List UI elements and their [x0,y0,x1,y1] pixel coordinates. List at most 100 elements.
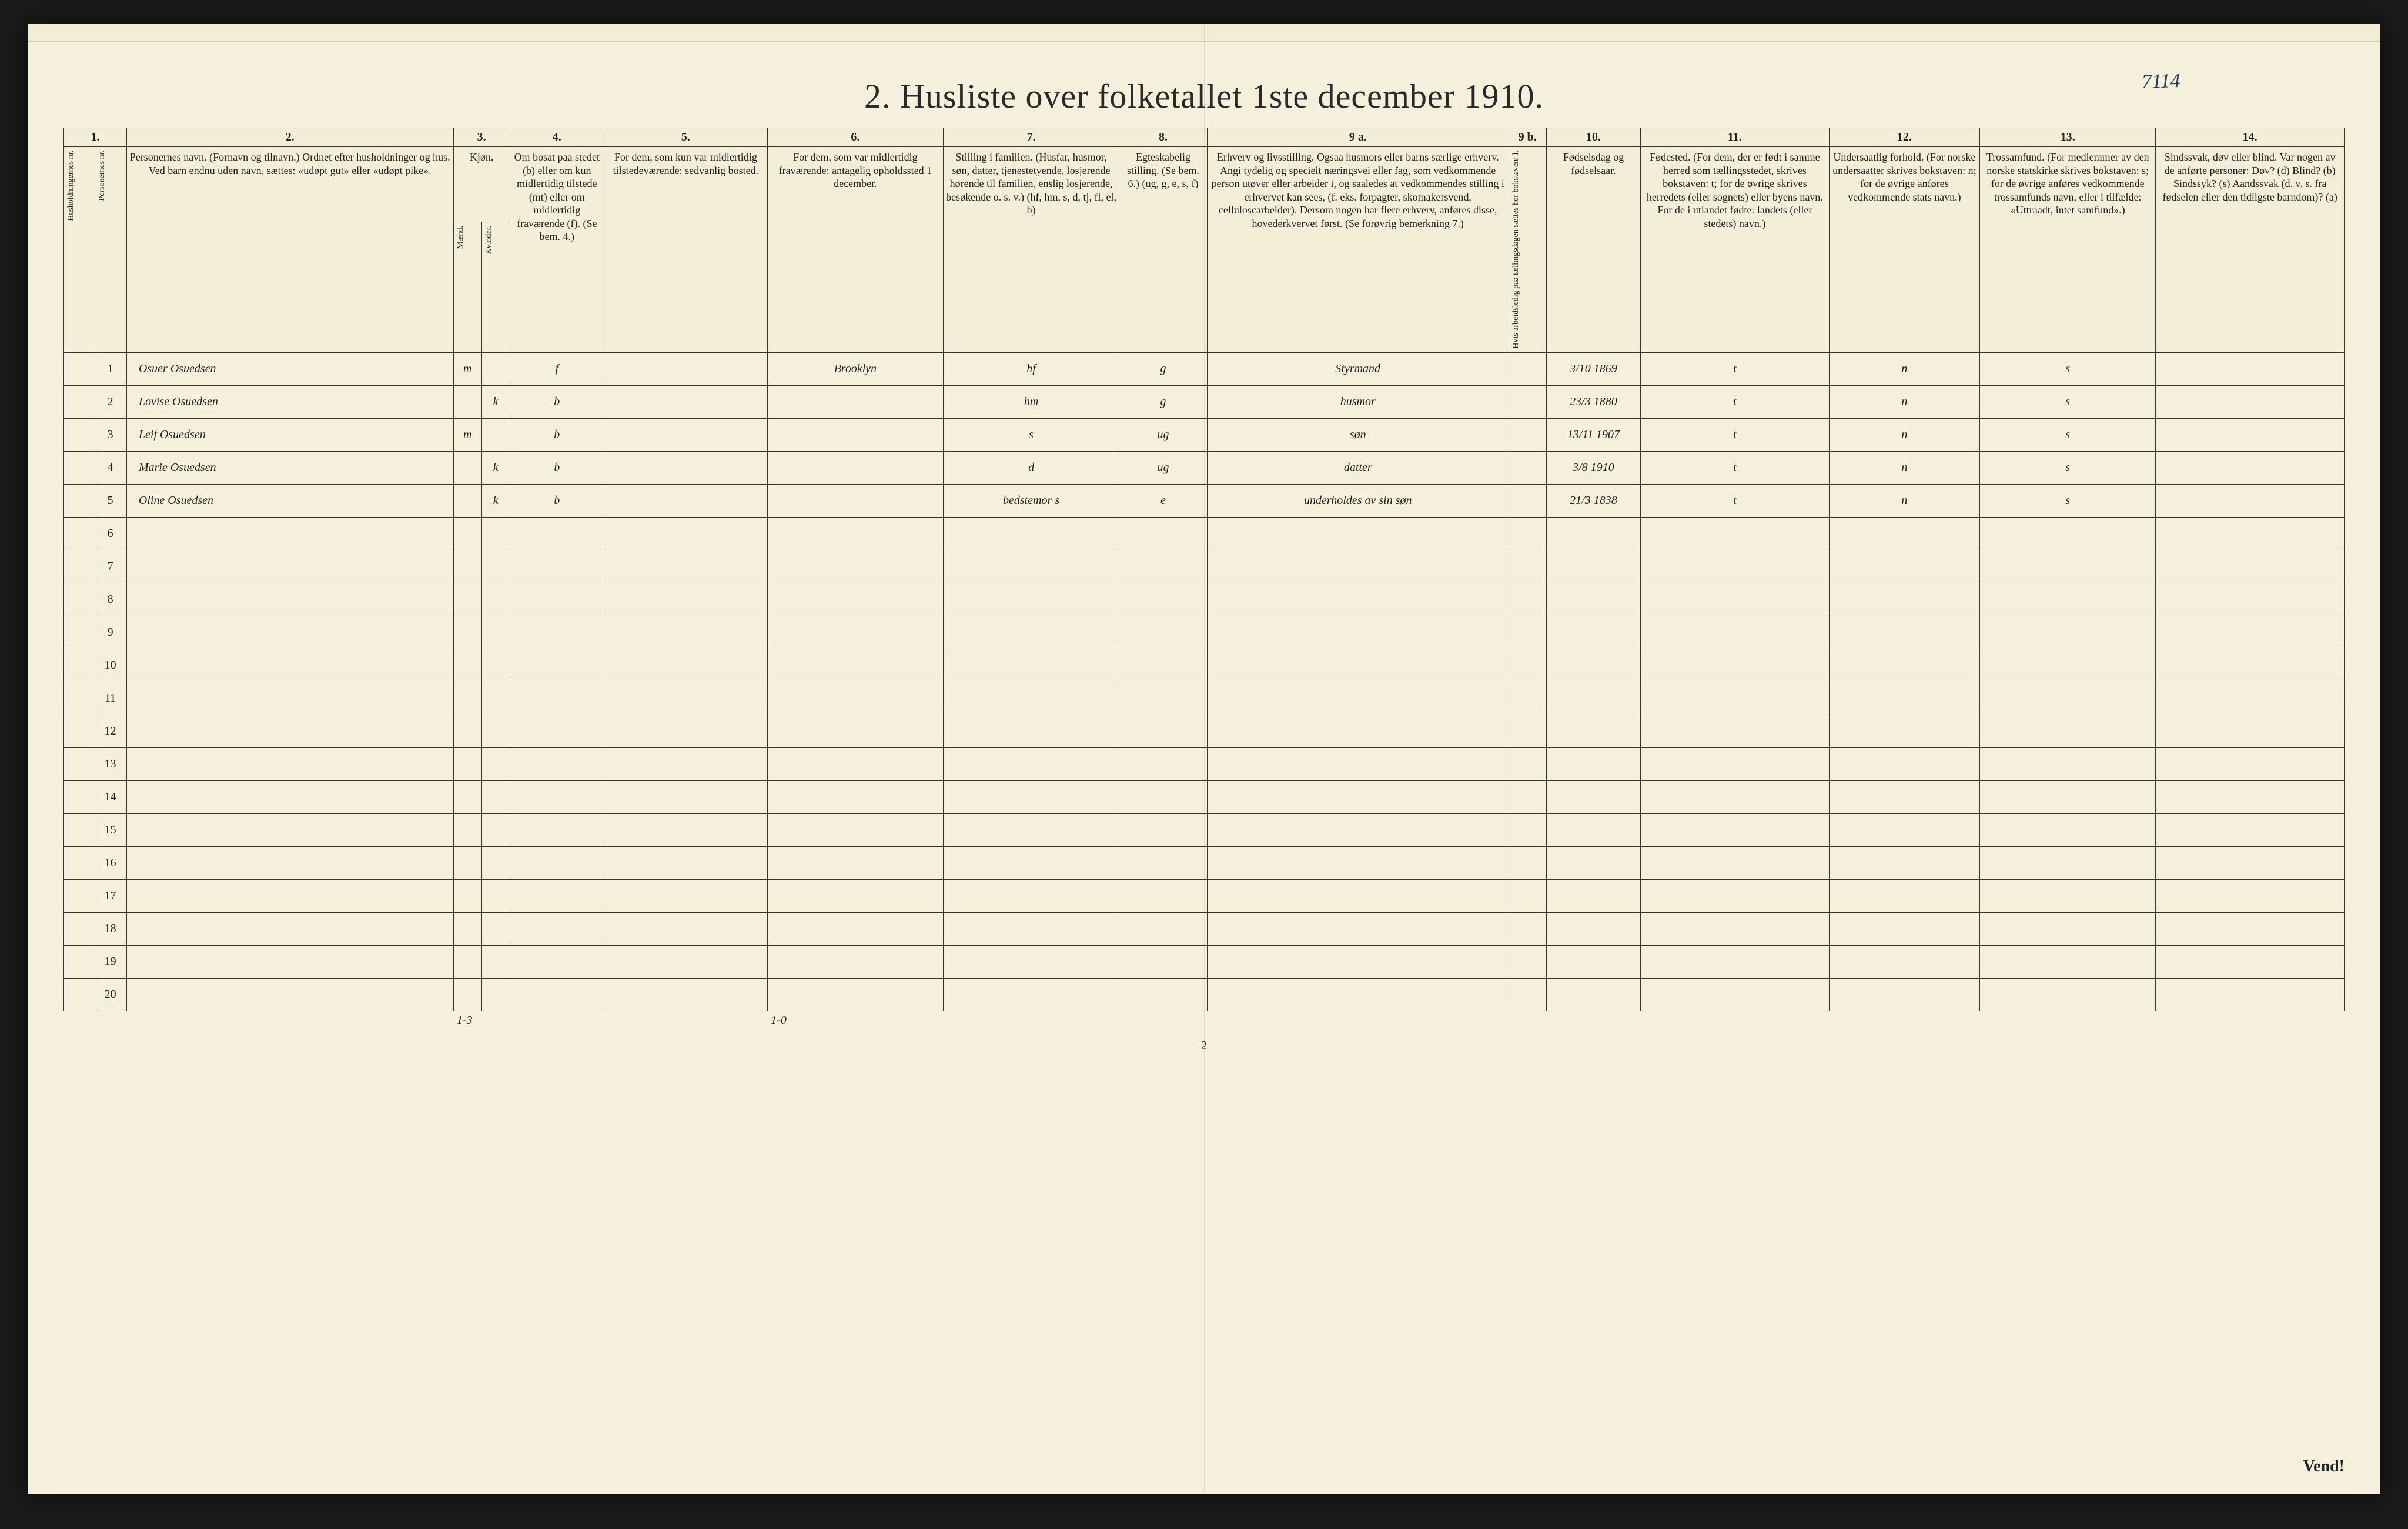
colnum-14: 14. [2156,128,2345,147]
sex-k-cell [481,418,510,451]
colnum-5: 5. [604,128,767,147]
person-nr-cell: 16 [95,846,126,879]
name-cell [126,978,453,1011]
sex-k-cell [481,813,510,846]
hdr-occupation: Erhverv og livsstilling. Ogsaa husmors e… [1207,147,1509,353]
sex-k-cell: k [481,451,510,484]
birthplace-cell [1641,583,1830,616]
birth-cell [1546,978,1640,1011]
household-cell [64,418,95,451]
birthplace-cell [1641,747,1830,780]
name-cell [126,780,453,813]
marital-cell [1119,978,1208,1011]
household-cell [64,846,95,879]
unemployed-cell [1509,715,1546,747]
birth-cell [1546,945,1640,978]
family-role-cell [943,780,1119,813]
sex-k-cell [481,583,510,616]
household-cell [64,912,95,945]
marital-cell [1119,715,1208,747]
name-cell [126,747,453,780]
nationality-cell: n [1829,352,1979,385]
temp-absent-cell [767,945,943,978]
sex-k-cell [481,352,510,385]
name-cell [126,517,453,550]
sex-m-cell [453,649,481,682]
household-cell [64,978,95,1011]
birth-cell: 3/8 1910 [1546,451,1640,484]
sex-k-cell [481,846,510,879]
occupation-cell [1207,945,1509,978]
marital-cell: ug [1119,451,1208,484]
sex-m-cell [453,715,481,747]
hdr-sex-m: Mænd. [453,222,481,352]
occupation-cell [1207,813,1509,846]
birth-cell [1546,616,1640,649]
unemployed-cell [1509,352,1546,385]
residence-cell [510,715,604,747]
sex-k-cell [481,747,510,780]
birth-cell [1546,747,1640,780]
sex-m-cell [453,945,481,978]
handwritten-page-id: 7114 [2141,70,2180,94]
sex-m-cell [453,682,481,715]
temp-absent-cell [767,583,943,616]
person-nr-cell: 5 [95,484,126,517]
birth-cell [1546,780,1640,813]
temp-present-cell [604,517,767,550]
disability-cell [2156,912,2345,945]
sex-k-cell: k [481,484,510,517]
temp-present-cell [604,550,767,583]
faith-cell: s [1980,385,2156,418]
household-cell [64,879,95,912]
colnum-11: 11. [1641,128,1830,147]
hdr-person-nr: Personernes nr. [95,147,126,353]
sex-m-cell [453,912,481,945]
family-role-cell [943,616,1119,649]
birth-cell [1546,550,1640,583]
temp-present-cell [604,682,767,715]
household-cell [64,747,95,780]
sex-m-cell: m [453,352,481,385]
temp-present-cell [604,879,767,912]
disability-cell [2156,813,2345,846]
family-role-cell [943,715,1119,747]
family-role-cell [943,978,1119,1011]
name-cell: Leif Osuedsen [126,418,453,451]
name-cell [126,550,453,583]
temp-absent-cell [767,649,943,682]
disability-cell [2156,682,2345,715]
family-role-cell [943,517,1119,550]
temp-present-cell [604,616,767,649]
sex-k-cell [481,682,510,715]
occupation-cell [1207,747,1509,780]
unemployed-cell [1509,616,1546,649]
residence-cell [510,616,604,649]
unemployed-cell [1509,451,1546,484]
person-nr-cell: 18 [95,912,126,945]
temp-present-cell [604,484,767,517]
vend-label: Vend! [2303,1457,2345,1476]
residence-cell: b [510,484,604,517]
nationality-cell [1829,813,1979,846]
temp-present-cell [604,352,767,385]
unemployed-cell [1509,879,1546,912]
sex-m-cell [453,517,481,550]
marital-cell [1119,846,1208,879]
unemployed-cell [1509,813,1546,846]
occupation-cell [1207,682,1509,715]
name-cell [126,649,453,682]
birthplace-cell [1641,945,1830,978]
disability-cell [2156,418,2345,451]
colnum-9a: 9 a. [1207,128,1509,147]
unemployed-cell [1509,912,1546,945]
temp-present-cell [604,451,767,484]
unemployed-cell [1509,583,1546,616]
family-role-cell [943,813,1119,846]
sex-m-cell [453,780,481,813]
birthplace-cell [1641,550,1830,583]
residence-cell: f [510,352,604,385]
nationality-cell: n [1829,385,1979,418]
birth-cell [1546,517,1640,550]
disability-cell [2156,715,2345,747]
